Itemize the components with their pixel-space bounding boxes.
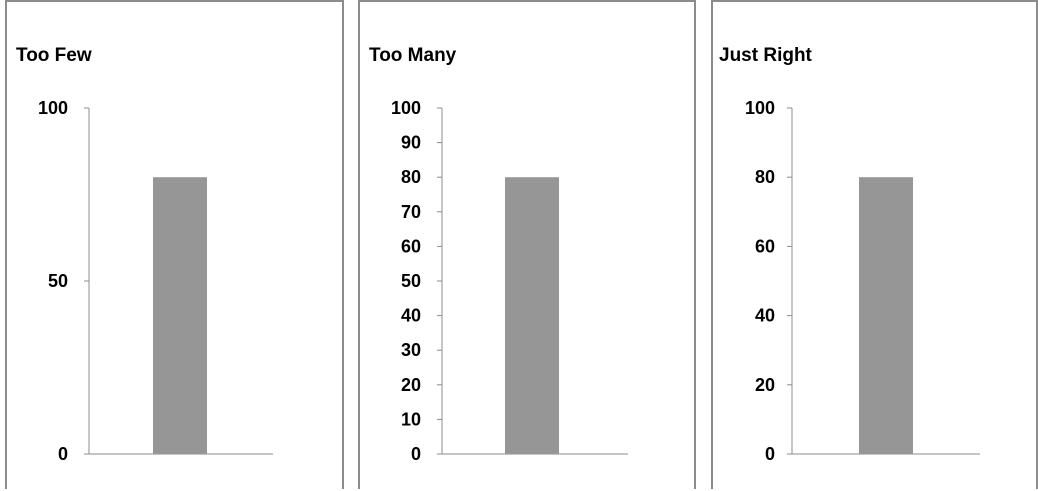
y-tick-label: 60: [755, 236, 775, 256]
y-tick-label: 30: [401, 340, 421, 360]
chart-title: Just Right: [719, 45, 812, 66]
y-tick-label: 0: [58, 444, 68, 464]
y-tick-label: 0: [765, 444, 775, 464]
y-tick-label: 40: [755, 306, 775, 326]
bar: [153, 177, 207, 454]
y-tick-label: 90: [401, 133, 421, 153]
y-tick-label: 10: [401, 409, 421, 429]
y-tick-label: 100: [391, 98, 421, 118]
chart-panel-just-right: Just Right 0 20 40 60 80 100: [711, 0, 1038, 489]
y-tick-label: 100: [38, 98, 68, 118]
y-tick-label: 100: [745, 98, 775, 118]
chart-panel-too-many: Too Many 0 10 20 30 40 50 60 70 80 90 100: [358, 0, 696, 489]
y-tick-label: 80: [755, 167, 775, 187]
y-tick-label: 70: [401, 202, 421, 222]
chart-plot: 0 20 40 60 80 100: [745, 98, 980, 464]
y-tick-label: 80: [401, 167, 421, 187]
chart-title: Too Many: [369, 45, 457, 66]
y-tick-label: 0: [411, 444, 421, 464]
y-tick-label: 40: [401, 306, 421, 326]
bar: [859, 177, 913, 454]
y-tick-label: 20: [755, 375, 775, 395]
chart-plot: 0 10 20 30 40 50 60 70 80 90 100: [391, 98, 628, 464]
chart-panel-too-few: Too Few 0 50 100: [5, 0, 344, 489]
chart-plot: 0 50 100: [38, 98, 273, 464]
bar: [505, 177, 559, 454]
chart-title: Too Few: [16, 45, 92, 66]
y-tick-label: 50: [48, 271, 68, 291]
y-tick-label: 60: [401, 236, 421, 256]
y-tick-label: 20: [401, 375, 421, 395]
y-tick-label: 50: [401, 271, 421, 291]
